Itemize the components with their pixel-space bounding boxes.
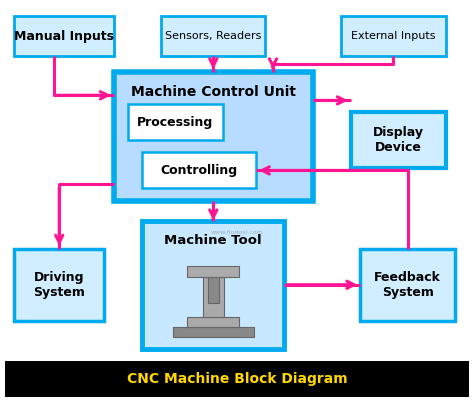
FancyBboxPatch shape [5,361,469,397]
FancyBboxPatch shape [14,16,114,56]
FancyBboxPatch shape [128,104,223,140]
FancyBboxPatch shape [114,72,313,200]
FancyBboxPatch shape [161,16,265,56]
Text: Machine Tool: Machine Tool [164,234,262,247]
FancyBboxPatch shape [142,221,284,349]
Text: Driving
System: Driving System [33,271,85,299]
FancyBboxPatch shape [142,152,256,188]
Text: Sensors, Readers: Sensors, Readers [165,31,262,41]
FancyBboxPatch shape [173,327,254,337]
Text: Controlling: Controlling [161,164,237,177]
FancyBboxPatch shape [360,249,455,321]
FancyBboxPatch shape [187,266,239,277]
Text: Machine Control Unit: Machine Control Unit [131,85,296,99]
Text: External Inputs: External Inputs [351,31,436,41]
FancyBboxPatch shape [351,112,446,168]
FancyBboxPatch shape [203,277,224,317]
FancyBboxPatch shape [14,249,104,321]
FancyBboxPatch shape [208,277,219,303]
Text: Manual Inputs: Manual Inputs [14,30,114,43]
FancyBboxPatch shape [187,317,239,327]
Text: Feedback
System: Feedback System [374,271,441,299]
Text: CNC Machine Block Diagram: CNC Machine Block Diagram [127,372,347,386]
FancyBboxPatch shape [341,16,446,56]
Text: Processing: Processing [137,116,213,129]
Text: Display
Device: Display Device [373,126,424,154]
Text: www.flodosi.com: www.flodosi.com [210,230,264,235]
